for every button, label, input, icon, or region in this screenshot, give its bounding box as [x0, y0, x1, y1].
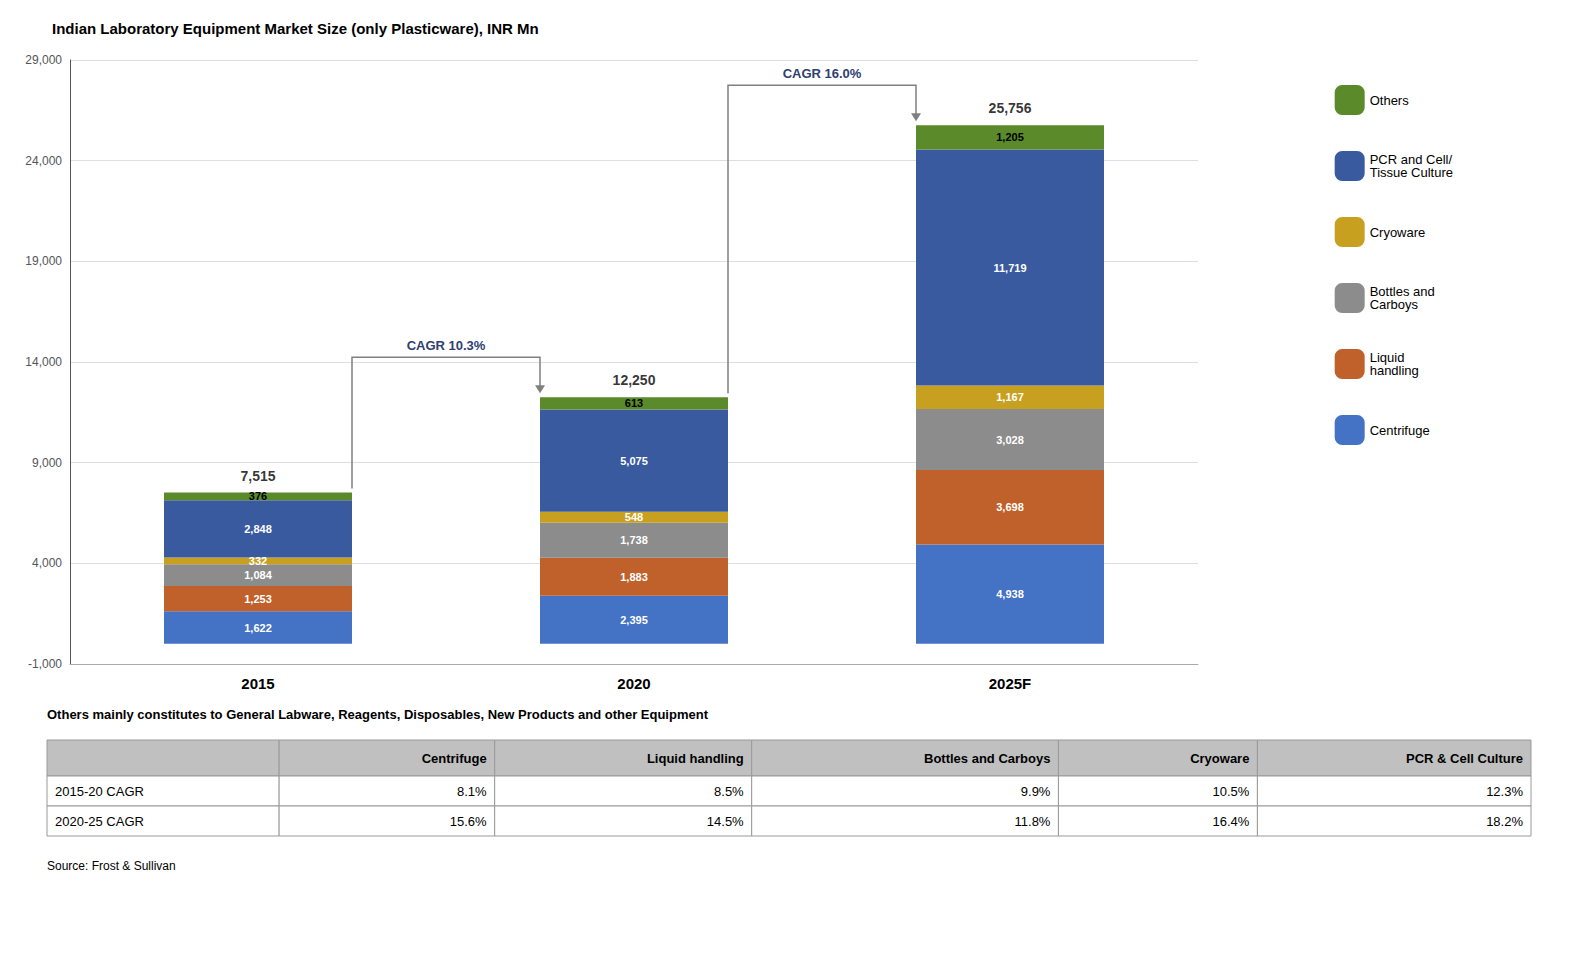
svg-text:Liquid: Liquid: [1369, 350, 1405, 365]
svg-text:19,000: 19,000: [25, 254, 62, 268]
svg-text:Bottles and Carboys: Bottles and Carboys: [924, 751, 1050, 766]
svg-text:1,738: 1,738: [620, 534, 648, 546]
svg-text:2,395: 2,395: [620, 614, 648, 626]
svg-text:4,938: 4,938: [996, 588, 1024, 600]
svg-text:1,205: 1,205: [996, 131, 1024, 143]
svg-text:Centrifuge: Centrifuge: [1370, 423, 1430, 438]
svg-text:1,167: 1,167: [996, 391, 1024, 403]
svg-text:Carboys: Carboys: [1370, 297, 1419, 312]
svg-text:548: 548: [625, 511, 643, 523]
svg-text:Liquid handling: Liquid handling: [647, 751, 744, 766]
svg-text:Centrifuge: Centrifuge: [422, 751, 487, 766]
svg-text:11.8%: 11.8%: [1015, 814, 1051, 829]
svg-text:12.3%: 12.3%: [1486, 784, 1523, 799]
svg-text:14,000: 14,000: [25, 355, 62, 369]
svg-text:18.2%: 18.2%: [1486, 814, 1523, 829]
svg-text:3,028: 3,028: [996, 434, 1024, 446]
svg-text:1,622: 1,622: [244, 622, 272, 634]
svg-text:Cryoware: Cryoware: [1370, 225, 1426, 240]
svg-text:Others mainly constitutes to G: Others mainly constitutes to General Lab…: [47, 707, 709, 722]
svg-text:25,756: 25,756: [989, 100, 1032, 116]
svg-text:8.5%: 8.5%: [714, 784, 744, 799]
svg-text:2,848: 2,848: [244, 523, 272, 535]
svg-text:handling: handling: [1370, 363, 1419, 378]
svg-text:10.5%: 10.5%: [1213, 784, 1250, 799]
svg-text:9.9%: 9.9%: [1021, 784, 1051, 799]
svg-text:11,719: 11,719: [993, 262, 1026, 274]
svg-text:Source: Frost & Sullivan: Source: Frost & Sullivan: [47, 859, 176, 873]
svg-text:Bottles and: Bottles and: [1369, 284, 1435, 299]
svg-text:15.6%: 15.6%: [450, 814, 487, 829]
svg-text:4,000: 4,000: [32, 556, 62, 570]
svg-text:613: 613: [625, 397, 643, 409]
svg-text:8.1%: 8.1%: [457, 784, 487, 799]
svg-text:2025F: 2025F: [989, 675, 1032, 692]
svg-text:9,000: 9,000: [32, 456, 62, 470]
svg-text:1,253: 1,253: [244, 593, 272, 605]
svg-text:5,075: 5,075: [620, 455, 648, 467]
svg-text:2015: 2015: [241, 675, 274, 692]
svg-text:Others: Others: [1370, 93, 1410, 108]
svg-text:2020: 2020: [617, 675, 650, 692]
svg-text:29,000: 29,000: [25, 53, 62, 67]
svg-text:2020-25 CAGR: 2020-25 CAGR: [55, 814, 144, 829]
svg-text:24,000: 24,000: [25, 154, 62, 168]
svg-text:14.5%: 14.5%: [707, 814, 744, 829]
svg-text:12,250: 12,250: [613, 372, 656, 388]
svg-text:Indian Laboratory Equipment Ma: Indian Laboratory Equipment Market Size …: [52, 20, 539, 37]
svg-text:3,698: 3,698: [996, 501, 1024, 513]
svg-text:7,515: 7,515: [240, 468, 275, 484]
svg-text:PCR and Cell/: PCR and Cell/: [1369, 152, 1452, 167]
svg-text:PCR & Cell Culture: PCR & Cell Culture: [1406, 751, 1523, 766]
svg-text:16.4%: 16.4%: [1213, 814, 1250, 829]
svg-text:1,883: 1,883: [620, 571, 648, 583]
svg-text:376: 376: [249, 490, 267, 502]
svg-text:Cryoware: Cryoware: [1190, 751, 1249, 766]
svg-text:332: 332: [249, 555, 267, 567]
svg-text:1,084: 1,084: [244, 569, 272, 581]
svg-text:2015-20 CAGR: 2015-20 CAGR: [55, 784, 144, 799]
svg-text:-1,000: -1,000: [28, 657, 62, 671]
svg-text:CAGR 10.3%: CAGR 10.3%: [407, 338, 486, 353]
svg-text:CAGR 16.0%: CAGR 16.0%: [783, 66, 862, 81]
svg-text:Tissue Culture: Tissue Culture: [1370, 165, 1453, 180]
